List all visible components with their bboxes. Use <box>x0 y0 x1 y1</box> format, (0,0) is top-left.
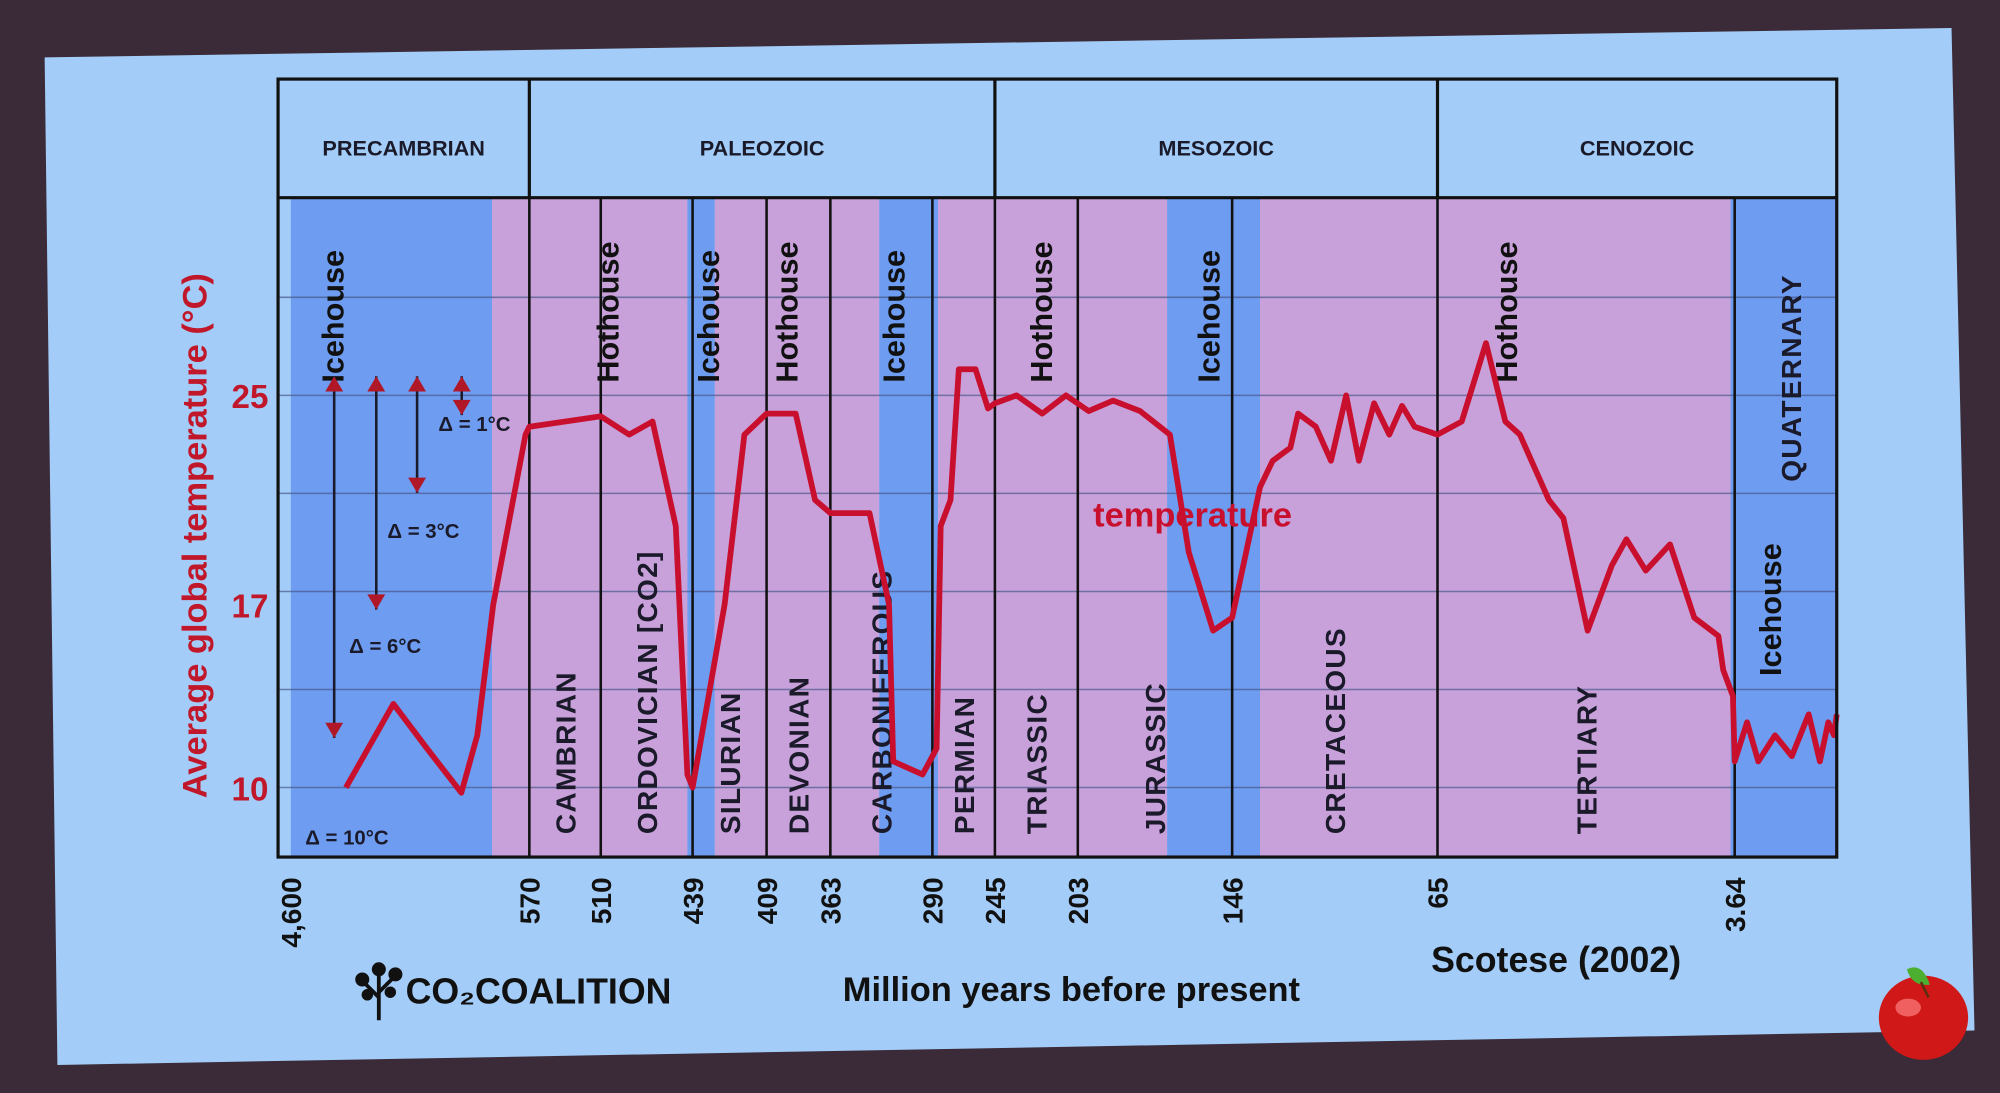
delta-label: Δ = 1°C <box>438 414 510 436</box>
arrow-up-icon <box>408 376 427 392</box>
plot-frame <box>276 77 1839 859</box>
temperature-curve <box>343 340 1840 796</box>
climate-label: Icehouse <box>317 250 351 383</box>
arrow-up-icon <box>452 376 471 392</box>
climate-labels: Icehouse Hothouse Icehouse Hothouse Icehouse… <box>317 241 1788 675</box>
x-tick-label: 290 <box>918 877 949 924</box>
x-axis-ticks: 4,600 570 510 439 409 363 290 245 203 146 65 3.64 <box>276 877 1751 948</box>
arrow-down-icon <box>408 477 427 493</box>
x-tick-label: 245 <box>980 877 1011 924</box>
era-label: CENOZOIC <box>1580 136 1695 161</box>
period-label: SILURIAN <box>715 691 746 834</box>
band-ice <box>879 197 938 858</box>
period-labels: CAMBRIAN ORDOVICIAN [CO2] SILURIAN DEVONIAN… <box>550 274 1807 834</box>
period-boundaries <box>528 197 1736 858</box>
band-ice <box>290 197 493 858</box>
era-label: PRECAMBRIAN <box>322 136 485 161</box>
period-label: CAMBRIAN <box>550 671 581 834</box>
series-label: temperature <box>1093 497 1292 535</box>
x-tick-label: 363 <box>816 877 847 924</box>
arrow-down-icon <box>452 399 471 416</box>
arrow-up-icon <box>367 376 386 392</box>
tree-icon <box>355 962 403 1021</box>
header-background <box>278 79 1837 198</box>
y-tick-label: 25 <box>232 379 269 416</box>
x-tick-label: 4,600 <box>276 877 307 947</box>
climate-label: Icehouse <box>692 250 726 383</box>
band-hot <box>714 197 880 858</box>
climate-label: Hothouse <box>770 241 804 382</box>
x-tick-label: 570 <box>515 877 546 924</box>
y-tick-label: 17 <box>232 588 269 625</box>
arrow-down-icon <box>325 722 344 738</box>
era-header: PRECAMBRIAN PALEOZOIC MESOZOIC CENOZOIC <box>278 79 1837 198</box>
climate-bands <box>290 197 1837 858</box>
period-label: DEVONIAN <box>784 676 815 834</box>
gridlines <box>278 296 1837 789</box>
band-hot <box>937 197 1168 858</box>
climate-label: Icehouse <box>1754 543 1788 676</box>
delta-annotations: Δ = 1°C Δ = 3°C Δ = 6°C Δ = 10°C <box>305 376 511 849</box>
x-tick-label: 3.64 <box>1720 877 1751 932</box>
delta-label: Δ = 6°C <box>349 636 421 658</box>
climate-label: Hothouse <box>1490 241 1524 382</box>
logo-text: CO₂COALITION <box>406 972 672 1012</box>
period-label: ORDOVICIAN [CO2] <box>632 550 663 834</box>
y-axis-ticks: 25 17 10 <box>232 379 269 808</box>
x-tick-label: 409 <box>752 877 783 924</box>
arrow-down-icon <box>367 594 386 610</box>
climate-label: Icehouse <box>1192 250 1226 383</box>
climate-label: Icehouse <box>878 250 912 383</box>
band-hot <box>492 197 688 858</box>
apple-icon <box>1878 967 1969 1060</box>
x-tick-label: 203 <box>1063 877 1094 924</box>
x-axis-label: Million years before present <box>843 971 1301 1009</box>
climate-label: Hothouse <box>592 241 626 382</box>
climate-label: Hothouse <box>1025 241 1059 382</box>
x-tick-label: 439 <box>678 877 709 924</box>
y-axis-label: Average global temperature (°C) <box>177 273 215 798</box>
x-tick-label: 510 <box>586 877 617 924</box>
band-hot <box>1260 197 1731 858</box>
period-label: CRETACEOUS <box>1320 627 1351 834</box>
era-label: PALEOZOIC <box>700 136 825 161</box>
delta-label: Δ = 3°C <box>387 521 459 543</box>
x-tick-label: 65 <box>1423 877 1454 908</box>
period-label: PERMIAN <box>949 696 980 834</box>
co2-coalition-logo: CO₂COALITION <box>355 962 672 1021</box>
period-label: QUATERNARY <box>1776 274 1807 482</box>
citation: Scotese (2002) <box>1431 940 1681 980</box>
period-label: TRIASSIC <box>1022 693 1053 834</box>
period-label: JURASSIC <box>1140 682 1171 834</box>
x-tick-label: 146 <box>1217 877 1248 924</box>
period-label: TERTIARY <box>1571 685 1602 834</box>
era-label: MESOZOIC <box>1158 136 1274 161</box>
arrow-up-icon <box>325 376 344 392</box>
y-tick-label: 10 <box>232 771 269 808</box>
delta-label: Δ = 10°C <box>305 827 389 849</box>
